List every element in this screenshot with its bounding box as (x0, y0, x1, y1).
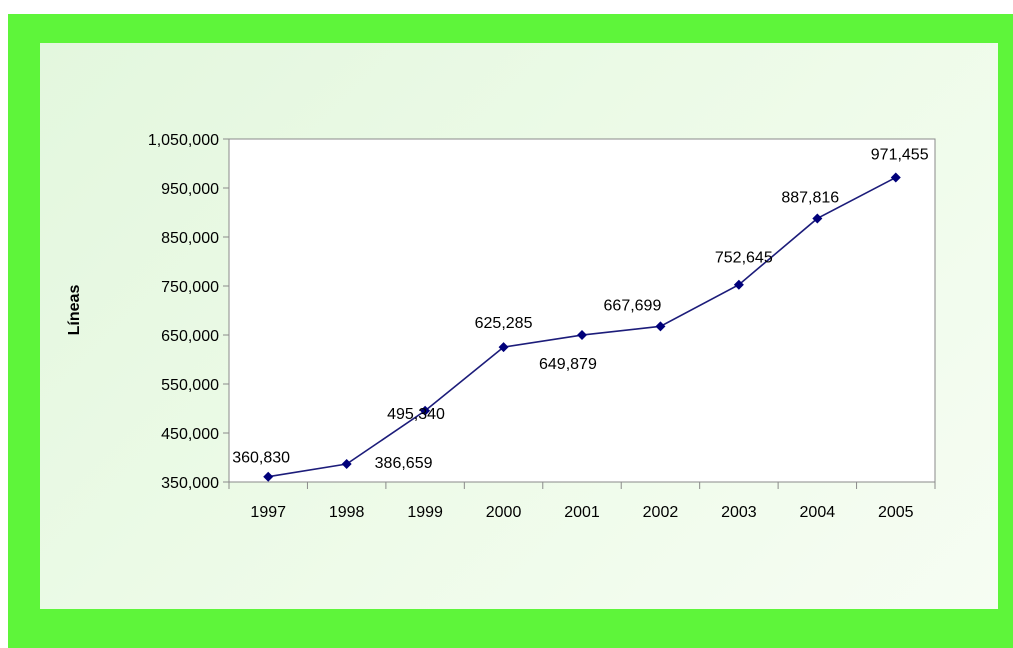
plot-area (228, 138, 936, 483)
series-lineas (263, 172, 901, 482)
x-tick-label: 2001 (564, 504, 600, 521)
data-label: 386,659 (375, 455, 433, 472)
x-tick-label: 2002 (643, 504, 679, 521)
x-tick-label: 2004 (800, 504, 836, 521)
data-point-marker (498, 342, 509, 353)
data-label: 971,455 (871, 146, 929, 163)
x-tick-label: 2005 (878, 504, 914, 521)
data-label: 360,830 (232, 450, 290, 467)
data-label: 495,340 (387, 406, 445, 423)
y-tick-label: 950,000 (161, 181, 219, 198)
y-tick-label: 1,050,000 (148, 132, 219, 149)
y-tick-label: 850,000 (161, 230, 219, 247)
y-tick-label: 450,000 (161, 426, 219, 443)
data-label: 887,816 (781, 189, 839, 206)
y-axis-title: Líneas (66, 285, 83, 336)
data-point-marker (812, 213, 823, 224)
data-label: 667,699 (604, 297, 662, 314)
data-labels: 360,830 386,659 495,340 625,285 649,879 667,6… (232, 146, 928, 472)
y-tick-label: 650,000 (161, 328, 219, 345)
data-point-marker (341, 459, 352, 470)
x-tick-label: 1999 (407, 504, 443, 521)
y-tick-label: 350,000 (161, 475, 219, 492)
y-axis: 350,000 450,000 550,000 650,000 750,000 850,0… (148, 132, 229, 492)
data-point-marker (733, 279, 744, 290)
y-tick-label: 750,000 (161, 279, 219, 296)
data-point-marker (420, 405, 431, 416)
data-point-marker (263, 471, 274, 482)
x-tick-label: 2000 (486, 504, 522, 521)
data-label: 649,879 (539, 356, 597, 373)
x-tick-label: 1997 (250, 504, 286, 521)
x-tick-label: 2003 (721, 504, 757, 521)
data-label: 752,645 (715, 250, 773, 267)
data-label: 625,285 (475, 315, 533, 332)
x-tick-label: 1998 (329, 504, 365, 521)
data-point-marker (655, 321, 666, 332)
data-point-marker (577, 330, 587, 341)
x-axis: 1997 1998 1999 2000 2001 2002 2003 2004 2005 (228, 482, 936, 521)
data-point-marker (890, 172, 901, 183)
y-tick-label: 550,000 (161, 377, 219, 394)
